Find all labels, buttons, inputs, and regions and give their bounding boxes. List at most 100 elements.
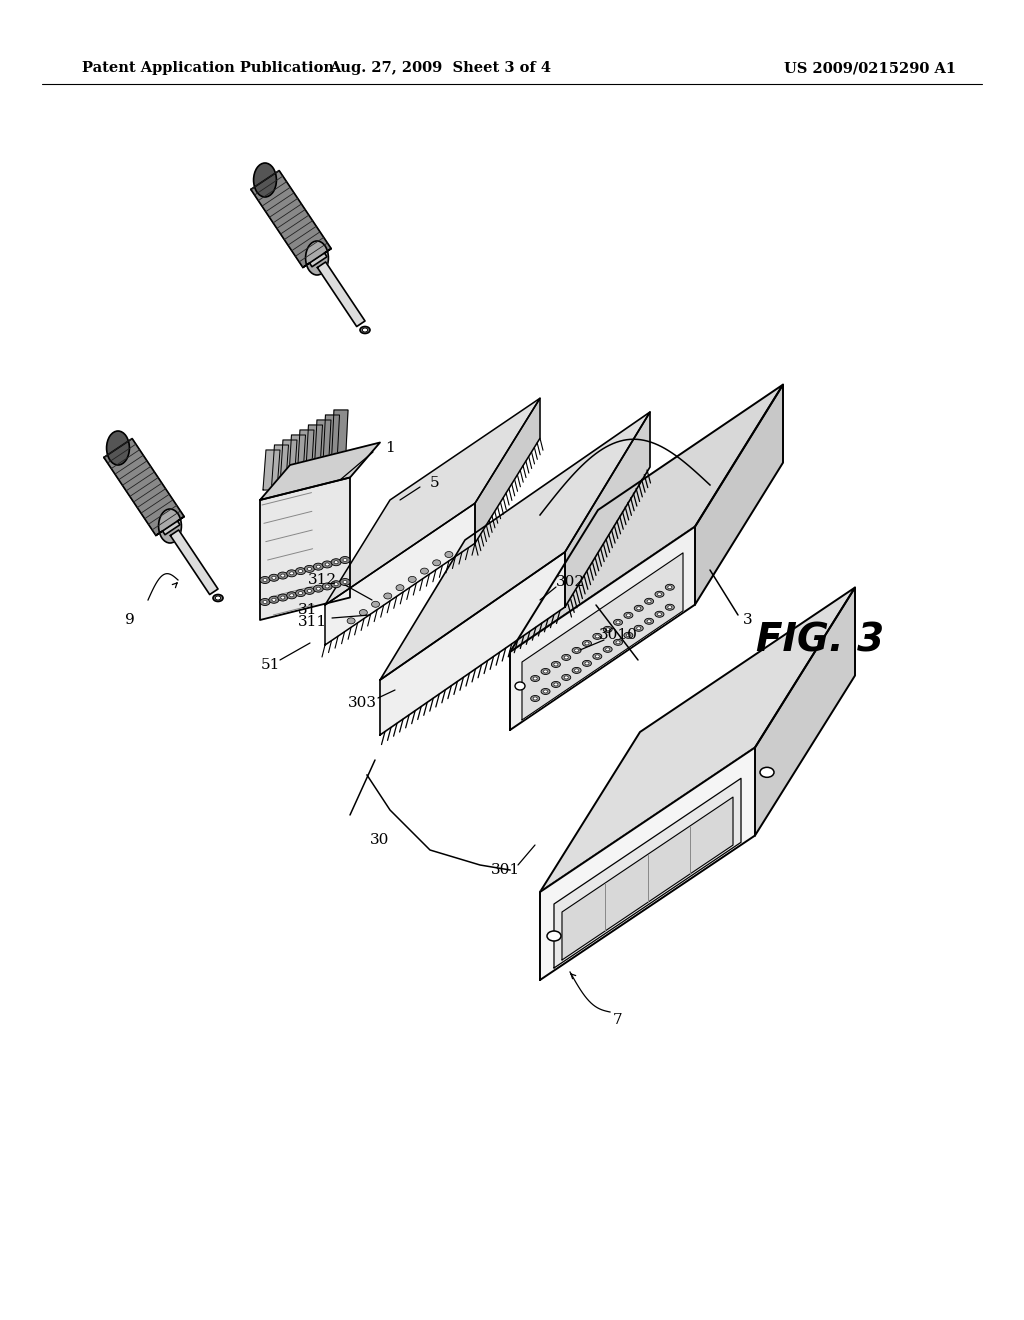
- Polygon shape: [380, 552, 565, 735]
- Ellipse shape: [307, 590, 311, 593]
- Ellipse shape: [564, 676, 568, 678]
- Polygon shape: [475, 399, 540, 544]
- Ellipse shape: [304, 587, 314, 594]
- Polygon shape: [540, 747, 755, 979]
- Ellipse shape: [287, 591, 297, 599]
- Text: 312: 312: [307, 573, 337, 587]
- Ellipse shape: [290, 572, 294, 574]
- Text: 3: 3: [743, 612, 753, 627]
- Ellipse shape: [634, 606, 643, 611]
- Polygon shape: [331, 411, 348, 470]
- Text: 302: 302: [555, 576, 585, 589]
- Polygon shape: [103, 438, 184, 536]
- Ellipse shape: [343, 558, 347, 561]
- Polygon shape: [260, 478, 350, 620]
- Ellipse shape: [624, 632, 633, 639]
- Ellipse shape: [541, 689, 550, 694]
- Ellipse shape: [562, 675, 570, 680]
- Ellipse shape: [287, 570, 297, 577]
- Ellipse shape: [595, 655, 599, 657]
- Ellipse shape: [372, 602, 380, 607]
- Polygon shape: [522, 553, 683, 719]
- Ellipse shape: [647, 599, 651, 603]
- Text: 311: 311: [297, 615, 327, 630]
- Text: FIG. 3: FIG. 3: [756, 620, 884, 659]
- Ellipse shape: [657, 612, 662, 615]
- Ellipse shape: [362, 327, 368, 333]
- Polygon shape: [263, 450, 280, 490]
- Polygon shape: [303, 248, 331, 268]
- Ellipse shape: [603, 627, 612, 632]
- Polygon shape: [271, 445, 289, 487]
- Ellipse shape: [260, 598, 270, 606]
- Ellipse shape: [572, 647, 581, 653]
- Ellipse shape: [668, 586, 672, 589]
- Ellipse shape: [272, 598, 275, 602]
- Ellipse shape: [331, 581, 341, 587]
- Ellipse shape: [307, 568, 311, 570]
- Ellipse shape: [433, 560, 440, 566]
- Ellipse shape: [299, 570, 302, 573]
- Ellipse shape: [444, 552, 453, 557]
- Text: 31: 31: [298, 603, 317, 616]
- Text: 5: 5: [430, 477, 440, 490]
- Ellipse shape: [316, 587, 321, 590]
- Polygon shape: [562, 797, 733, 960]
- Polygon shape: [260, 442, 380, 500]
- Ellipse shape: [281, 574, 285, 577]
- Ellipse shape: [326, 585, 330, 587]
- Ellipse shape: [254, 162, 276, 197]
- Ellipse shape: [585, 661, 589, 665]
- Polygon shape: [325, 503, 475, 645]
- Ellipse shape: [359, 610, 368, 615]
- Polygon shape: [380, 412, 650, 680]
- Ellipse shape: [603, 647, 612, 652]
- Ellipse shape: [634, 626, 643, 631]
- Ellipse shape: [554, 663, 558, 667]
- Ellipse shape: [637, 627, 641, 630]
- Polygon shape: [305, 425, 323, 478]
- Ellipse shape: [106, 432, 129, 465]
- Ellipse shape: [551, 661, 560, 668]
- Ellipse shape: [613, 619, 623, 626]
- Ellipse shape: [263, 601, 267, 603]
- Ellipse shape: [541, 668, 550, 675]
- Ellipse shape: [593, 634, 602, 639]
- Polygon shape: [314, 420, 331, 475]
- Ellipse shape: [421, 568, 428, 574]
- Ellipse shape: [655, 611, 664, 618]
- Text: 7: 7: [613, 1012, 623, 1027]
- Polygon shape: [695, 384, 783, 605]
- Ellipse shape: [574, 649, 579, 652]
- Ellipse shape: [593, 653, 602, 660]
- Ellipse shape: [605, 648, 609, 651]
- Text: 51: 51: [260, 657, 280, 672]
- Ellipse shape: [296, 590, 305, 597]
- Ellipse shape: [260, 577, 270, 583]
- Text: 9: 9: [125, 612, 135, 627]
- Polygon shape: [323, 414, 340, 473]
- Ellipse shape: [655, 591, 664, 597]
- Ellipse shape: [313, 564, 324, 570]
- Text: 3010: 3010: [599, 628, 637, 642]
- Ellipse shape: [760, 767, 774, 777]
- Ellipse shape: [347, 618, 355, 624]
- Ellipse shape: [627, 614, 631, 616]
- Ellipse shape: [313, 585, 324, 593]
- Ellipse shape: [360, 326, 370, 334]
- Ellipse shape: [572, 668, 581, 673]
- Text: 303: 303: [347, 696, 377, 710]
- Ellipse shape: [624, 612, 633, 618]
- Ellipse shape: [299, 591, 302, 594]
- Ellipse shape: [574, 669, 579, 672]
- Polygon shape: [755, 587, 855, 836]
- Ellipse shape: [554, 682, 558, 686]
- Ellipse shape: [544, 690, 548, 693]
- Polygon shape: [540, 587, 855, 892]
- Ellipse shape: [616, 640, 621, 644]
- Ellipse shape: [304, 565, 314, 573]
- Ellipse shape: [551, 681, 560, 688]
- Ellipse shape: [515, 682, 525, 690]
- Ellipse shape: [305, 242, 329, 275]
- Ellipse shape: [269, 597, 279, 603]
